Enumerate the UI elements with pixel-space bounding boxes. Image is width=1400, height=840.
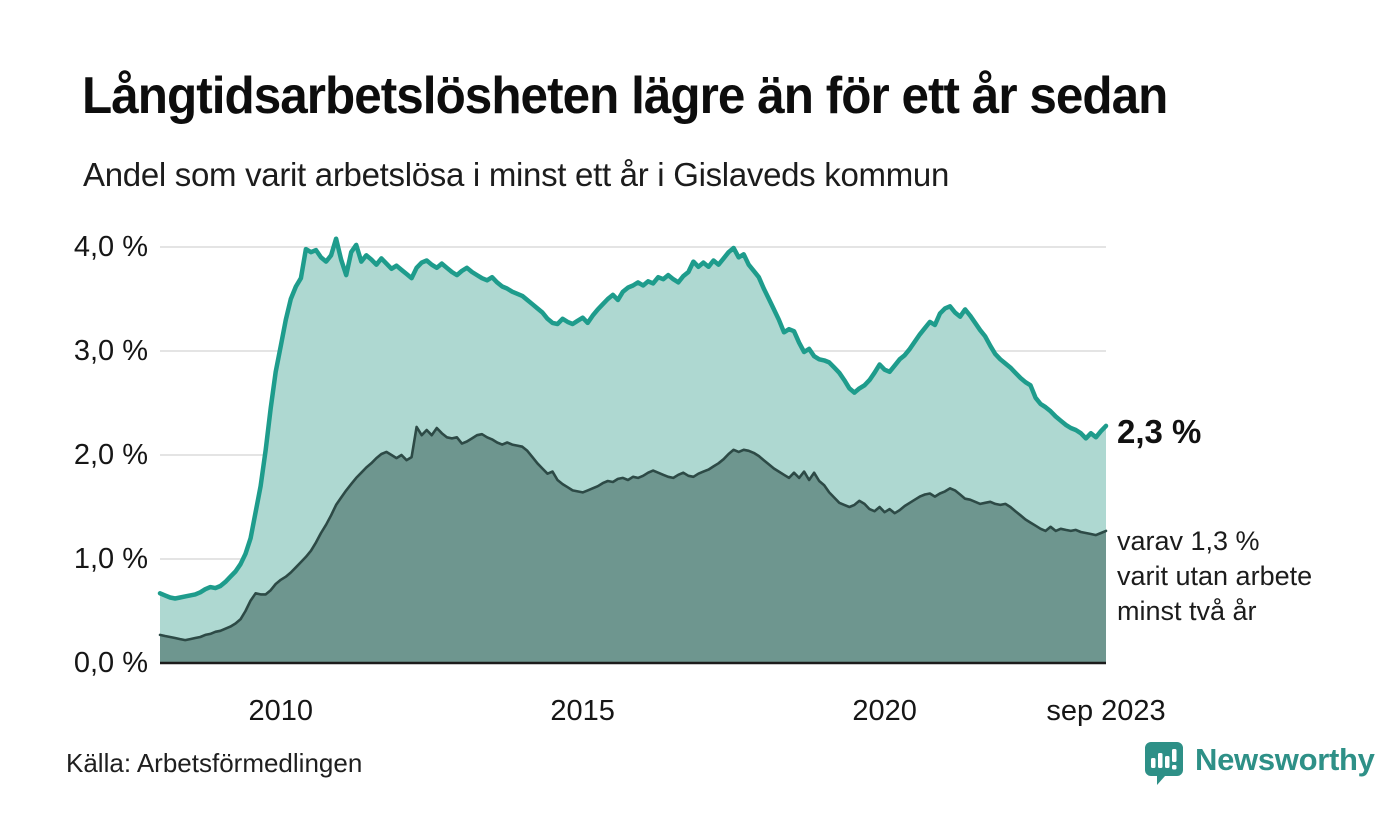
x-tick-label: 2015 <box>550 695 615 727</box>
y-tick-label: 0,0 % <box>73 647 148 679</box>
x-tick-label: 2010 <box>248 695 314 727</box>
annotation-line: varav 1,3 % <box>1117 526 1260 556</box>
annotation-line: varit utan arbete <box>1117 561 1313 591</box>
x-tick-label: sep 2023 <box>1046 695 1166 727</box>
latest-value-label: 2,3 % <box>1117 413 1202 450</box>
page-title: Långtidsarbetslösheten lägre än för ett … <box>82 67 1168 125</box>
two-year-annotation: varav 1,3 % varit utan arbete minst två … <box>1117 524 1312 629</box>
y-tick-label: 2,0 % <box>73 439 148 471</box>
newsworthy-logo: Newsworthy <box>1143 740 1375 786</box>
y-tick-label: 4,0 % <box>73 231 148 263</box>
source-label: Källa: Arbetsförmedlingen <box>66 748 363 778</box>
y-tick-label: 3,0 % <box>73 335 148 367</box>
annotation-line: minst två år <box>1117 596 1257 626</box>
page-subtitle: Andel som varit arbetslösa i minst ett å… <box>83 156 949 193</box>
x-tick-label: 2020 <box>852 695 917 727</box>
newsworthy-icon <box>1145 742 1183 785</box>
brand-name: Newsworthy <box>1195 742 1375 777</box>
y-tick-label: 1,0 % <box>73 543 148 575</box>
